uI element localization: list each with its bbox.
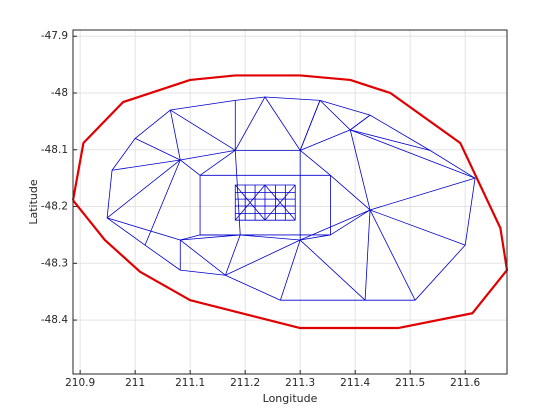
y-tick-label: -48.4 <box>41 314 68 326</box>
y-tick-label: -48.1 <box>41 144 68 156</box>
x-tick-label: 211.4 <box>340 377 370 389</box>
axes-box <box>72 29 508 375</box>
x-tick-label: 211.1 <box>175 377 205 389</box>
y-tick-label: -47.9 <box>41 30 68 42</box>
series-line <box>299 150 371 211</box>
x-tick-label: 211.2 <box>230 377 260 389</box>
series-line <box>106 138 181 219</box>
series-line <box>350 129 476 179</box>
series-line <box>111 129 431 171</box>
series-line <box>106 209 466 246</box>
series-line <box>300 209 371 241</box>
series-line <box>180 234 241 241</box>
y-axis-label: Latitude <box>27 179 40 225</box>
series-line <box>179 239 366 301</box>
series-line <box>264 184 296 221</box>
series-line <box>180 150 236 176</box>
x-axis-label: Longitude <box>263 392 318 405</box>
series-line <box>234 184 266 221</box>
y-tick-label: -48 <box>51 87 68 99</box>
x-tick-label: 210.9 <box>65 377 95 389</box>
x-tick-label: 211.6 <box>450 377 480 389</box>
y-tick-label: -48.2 <box>41 201 68 213</box>
x-tick-label: 211 <box>125 377 145 389</box>
series-line <box>106 96 476 301</box>
series-line <box>71 74 509 330</box>
y-tick-label: -48.3 <box>41 257 68 269</box>
x-tick-label: 211.3 <box>285 377 315 389</box>
plot-area <box>73 30 507 374</box>
x-tick-label: 211.5 <box>395 377 425 389</box>
